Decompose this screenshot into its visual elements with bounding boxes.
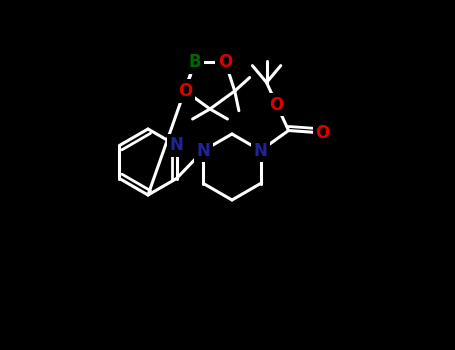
Text: O: O (178, 82, 192, 100)
Text: O: O (218, 53, 233, 71)
Text: N: N (197, 141, 210, 160)
Text: N: N (253, 141, 268, 160)
Text: N: N (170, 136, 183, 154)
Text: B: B (188, 53, 201, 71)
Text: O: O (269, 96, 284, 113)
Text: O: O (315, 124, 330, 141)
